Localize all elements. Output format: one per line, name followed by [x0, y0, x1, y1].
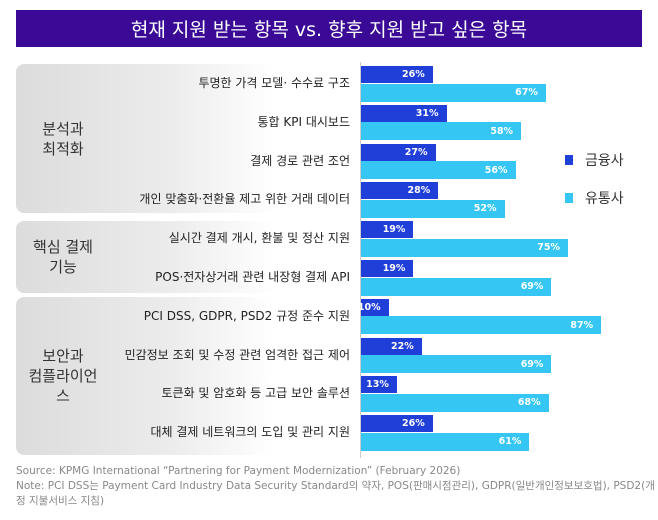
- data-label: 28%: [407, 185, 431, 197]
- chart-title: 현재 지원 받는 항목 vs. 향후 지원 받고 싶은 항목: [16, 10, 642, 47]
- data-label: 22%: [390, 340, 414, 352]
- y-axis-line: [360, 62, 361, 458]
- legend-label: 유통사: [585, 191, 624, 207]
- category-label: 민감정보 조회 및 수정 관련 엄격한 접근 제어: [124, 347, 350, 362]
- bar-financial: 19%: [361, 260, 414, 277]
- group-label: 보안과 컴플라이언 스: [28, 347, 98, 405]
- data-label: 19%: [382, 263, 406, 274]
- bar-financial: 26%: [361, 66, 433, 83]
- bar-financial: 31%: [361, 104, 447, 122]
- data-label: 13%: [366, 379, 389, 391]
- bar-retail: 68%: [361, 393, 549, 412]
- bar-financial: 26%: [361, 415, 433, 433]
- data-label: 68%: [517, 397, 541, 409]
- bar-retail: 69%: [361, 277, 552, 296]
- category-label: 토큰화 및 암호화 등 고급 보안 솔루션: [161, 386, 351, 401]
- data-label: 52%: [473, 203, 497, 215]
- data-label: 75%: [537, 242, 560, 254]
- category-label: 개인 맞춤화·전환율 제고 위한 거래 데이터: [139, 192, 350, 207]
- legend-swatch: [565, 193, 573, 203]
- bar-financial: 13%: [361, 376, 397, 394]
- footnote: Source: KPMG International “Partnering f…: [16, 464, 656, 509]
- bar-financial: 27%: [361, 143, 436, 161]
- group-box: 핵심 결제 기능: [16, 221, 361, 293]
- group-label: 분석과 최적화: [42, 119, 84, 158]
- source-text: Source: KPMG International “Partnering f…: [16, 465, 461, 477]
- bar-retail: 87%: [361, 316, 602, 335]
- legend-item-financial: 금융사: [565, 150, 624, 170]
- bar-retail: 75%: [361, 238, 568, 257]
- legend-item-retail: 유통사: [565, 188, 624, 208]
- category-label: 투명한 가격 모델· 수수료 구조: [198, 76, 350, 90]
- category-label: 통합 KPI 대시보드: [257, 114, 350, 129]
- bar-retail: 61%: [361, 432, 530, 451]
- category-label: 실시간 결제 개시, 환불 및 정산 지원: [168, 231, 350, 246]
- legend-swatch: [565, 155, 573, 165]
- bar-retail: 58%: [361, 122, 522, 141]
- bar-financial: 22%: [361, 337, 422, 355]
- data-label: 27%: [404, 146, 428, 158]
- bar-financial: 10%: [357, 298, 389, 316]
- data-label: 19%: [382, 224, 406, 236]
- bar-financial: 19%: [361, 221, 414, 239]
- data-label: 10%: [357, 301, 381, 313]
- category-label: PCI DSS, GDPR, PSD2 규정 준수 지원: [143, 308, 350, 323]
- category-label: 대체 결제 네트워크의 도입 및 관리 지원: [150, 425, 350, 440]
- data-label: 26%: [402, 418, 425, 430]
- data-label: 87%: [570, 319, 594, 331]
- data-label: 58%: [490, 125, 514, 137]
- data-label: 31%: [415, 107, 439, 119]
- data-label: 69%: [520, 358, 544, 370]
- note-text: Note: PCI DSS는 Payment Card Industry Dat…: [16, 480, 655, 507]
- bar-financial: 28%: [361, 182, 439, 200]
- bar-retail: 69%: [361, 355, 552, 374]
- bar-retail: 67%: [361, 83, 546, 102]
- bar-retail: 56%: [361, 161, 516, 180]
- bar-retail: 52%: [361, 199, 505, 218]
- data-label: 69%: [520, 281, 544, 292]
- category-label: 결제 경로 관련 조언: [250, 153, 350, 168]
- category-label: POS·전자상거래 관련 내장형 결제 API: [155, 270, 350, 284]
- data-label: 56%: [484, 164, 508, 176]
- data-label: 61%: [498, 436, 522, 448]
- data-label: 67%: [515, 87, 538, 98]
- group-label: 핵심 결제 기능: [33, 238, 93, 276]
- data-label: 26%: [402, 69, 425, 80]
- group-box: 보안과 컴플라이언 스: [16, 297, 361, 455]
- legend-label: 금융사: [585, 153, 624, 169]
- group-box: 분석과 최적화: [16, 64, 361, 213]
